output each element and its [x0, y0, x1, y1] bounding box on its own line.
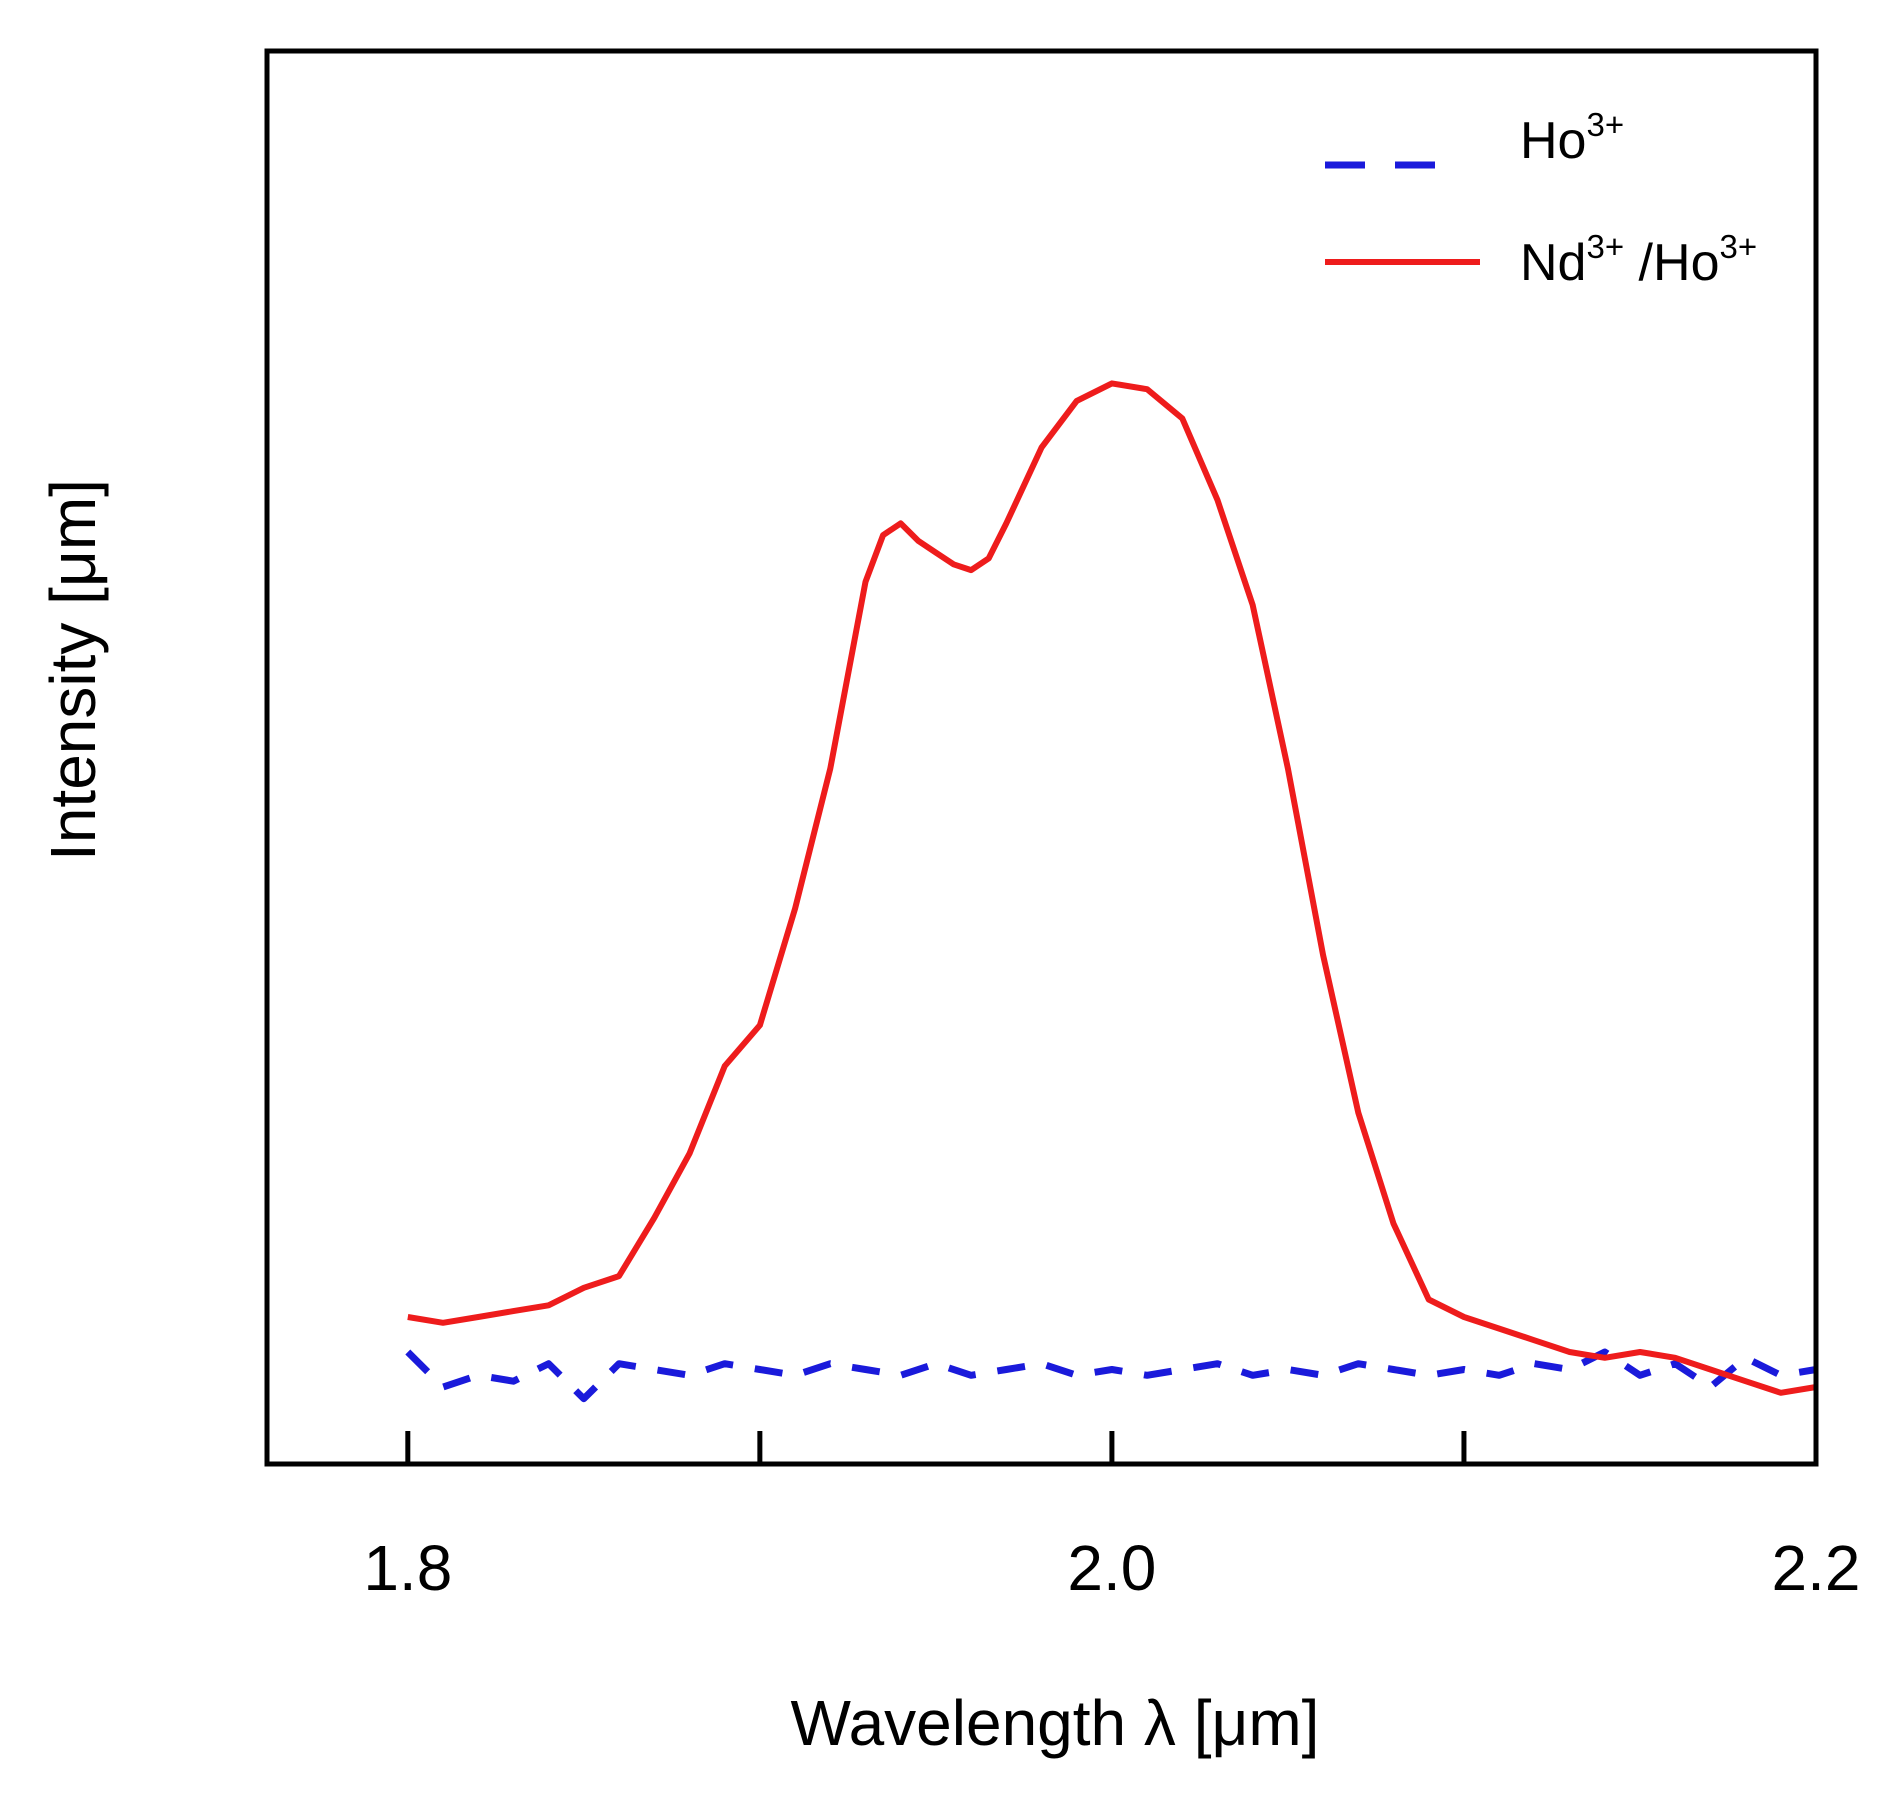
x-axis-tick-labels: 1.8 2.0 2.2	[363, 1532, 1860, 1604]
x-axis-label: Wavelength λ [μm]	[791, 1687, 1320, 1759]
x-tick-label-2: 2.2	[1772, 1532, 1861, 1604]
legend-label-ndho: Nd3+ /Ho3+	[1520, 228, 1757, 292]
x-axis-ticks	[405, 1431, 1467, 1464]
legend-nd-base: Nd	[1520, 234, 1586, 292]
series-line-1	[407, 380, 1817, 1396]
series-line-0	[405, 1348, 1817, 1403]
series-layer	[405, 380, 1817, 1403]
legend-ho-sup: 3+	[1586, 106, 1624, 143]
x-tick-label-1: 2.0	[1067, 1532, 1156, 1604]
plot-frame	[264, 48, 1819, 1467]
legend-nd-sup: 3+	[1586, 228, 1624, 265]
legend-ho2-base: Ho	[1653, 234, 1719, 292]
legend-sep: /	[1624, 234, 1653, 292]
legend-ho-base: Ho	[1520, 112, 1586, 170]
x-tick-label-0: 1.8	[363, 1532, 452, 1604]
y-axis-label: Intensity [μm]	[37, 479, 109, 861]
legend: Ho3+ Nd3+ /Ho3+	[1325, 106, 1757, 292]
legend-ho2-sup: 3+	[1720, 228, 1758, 265]
legend-label-ho: Ho3+	[1520, 106, 1624, 170]
